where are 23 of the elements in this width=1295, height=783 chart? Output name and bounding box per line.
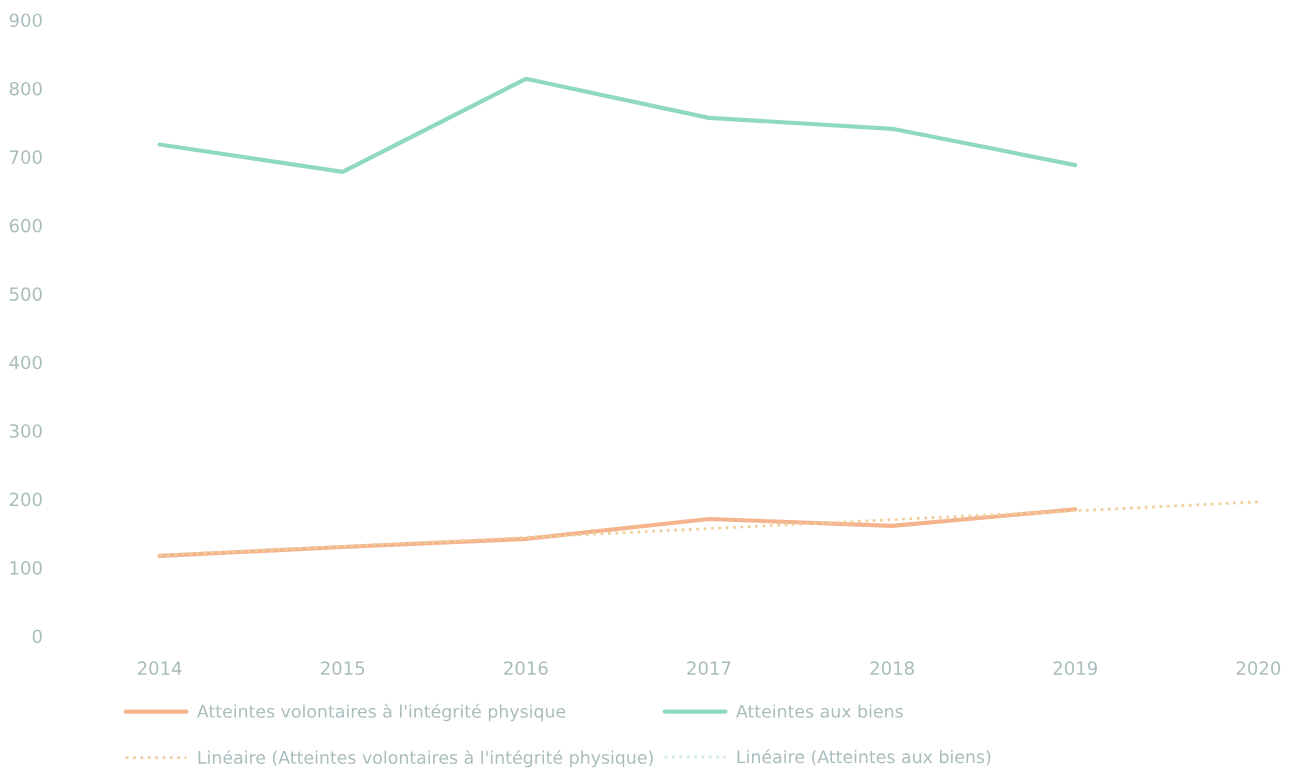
- x-tick-label: 2015: [321, 661, 365, 676]
- y-tick-label: 300: [9, 424, 42, 438]
- y-tick-label: 0: [32, 629, 42, 644]
- x-tick-label: 2017: [687, 661, 731, 676]
- y-tick-label: 500: [9, 287, 42, 301]
- y-tick-label: 700: [10, 150, 42, 164]
- y-tick-label: 800: [9, 81, 42, 96]
- x-tick-label: 2020: [1236, 661, 1281, 676]
- legend-label: Atteintes aux biens: [736, 704, 903, 718]
- y-tick-label: 100: [10, 561, 42, 575]
- x-tick-label: 2016: [504, 661, 548, 676]
- y-tick-label: 200: [9, 492, 42, 507]
- y-tick-label: 600: [9, 218, 42, 233]
- line-series: [158, 500, 1260, 557]
- legend-label: Linéaire (Atteintes volontaires à l'intégrité physique): [198, 749, 653, 768]
- line-series: [157, 76, 1078, 175]
- y-tick-label: 400: [9, 355, 42, 370]
- x-tick-label: 2018: [870, 661, 914, 676]
- y-tick-label: 900: [9, 13, 42, 28]
- legend-label: Atteintes volontaires à l'intégrité physique: [197, 703, 566, 722]
- x-tick-label: 2019: [1053, 661, 1097, 676]
- legend-label: Linéaire (Atteintes aux biens): [737, 749, 991, 766]
- x-tick-label: 2014: [137, 661, 182, 676]
